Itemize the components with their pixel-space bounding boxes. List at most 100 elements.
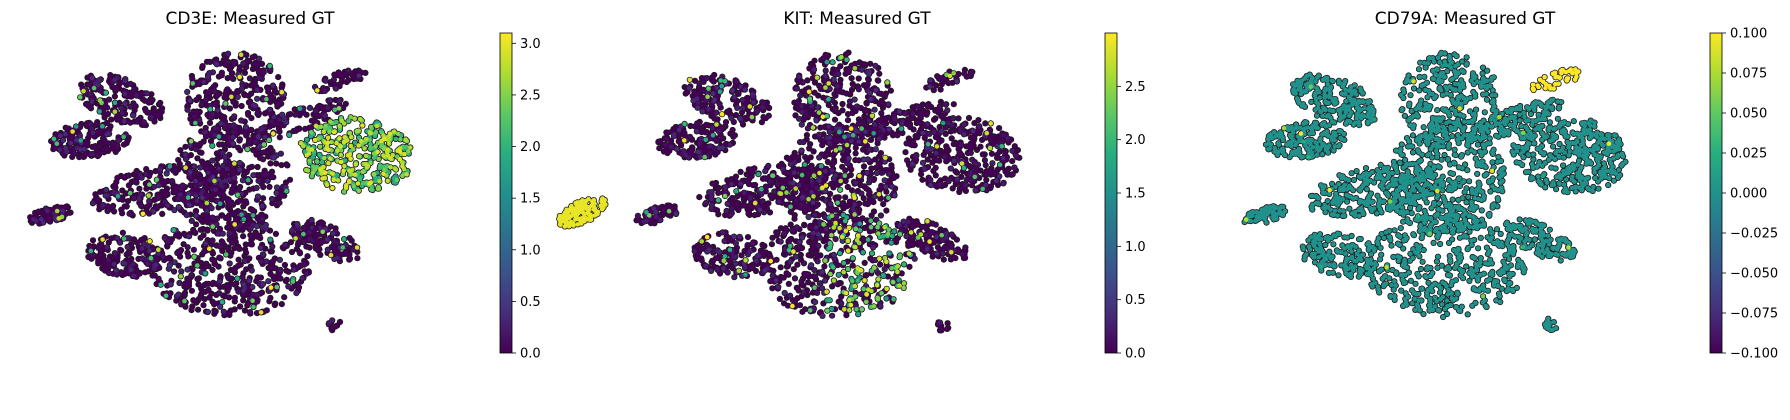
data-point <box>335 250 340 256</box>
data-point <box>139 246 145 251</box>
data-point <box>346 68 351 73</box>
data-point <box>368 145 374 151</box>
data-point <box>304 271 309 276</box>
data-point <box>277 117 282 122</box>
data-point <box>349 238 355 243</box>
data-point <box>193 193 199 198</box>
data-point <box>193 147 199 152</box>
data-point <box>186 281 192 286</box>
data-point <box>172 260 177 265</box>
data-point <box>189 307 194 313</box>
data-point <box>251 172 256 178</box>
data-point <box>251 133 256 139</box>
data-point <box>279 162 284 168</box>
data-point <box>137 186 142 191</box>
data-point <box>250 284 255 290</box>
data-point <box>377 163 383 168</box>
data-point <box>112 100 118 105</box>
data-point <box>110 203 116 209</box>
data-point <box>281 294 287 300</box>
data-point <box>177 280 182 286</box>
data-point <box>275 74 281 80</box>
data-point <box>205 228 210 233</box>
data-point <box>223 178 228 183</box>
data-point <box>332 324 338 330</box>
data-point <box>77 147 83 152</box>
data-point <box>216 166 222 171</box>
data-point <box>104 132 109 137</box>
data-point <box>191 247 197 253</box>
data-point <box>271 274 276 279</box>
data-point <box>226 276 232 281</box>
data-point <box>115 138 121 143</box>
data-point <box>214 216 220 221</box>
data-point <box>63 145 68 151</box>
data-point <box>243 267 249 272</box>
data-point <box>249 242 255 247</box>
data-point <box>260 157 266 162</box>
data-point <box>172 207 177 213</box>
data-point <box>393 136 399 142</box>
data-point <box>157 100 163 106</box>
data-point <box>153 168 158 174</box>
data-point <box>188 142 193 148</box>
data-point <box>90 144 95 150</box>
data-point <box>255 164 260 170</box>
data-point <box>350 247 356 252</box>
data-point <box>47 218 52 224</box>
data-point <box>89 99 95 105</box>
data-point <box>274 190 279 196</box>
data-point <box>278 267 283 273</box>
data-point <box>318 225 323 231</box>
data-point <box>104 147 110 152</box>
data-point <box>113 185 118 190</box>
data-point <box>243 242 249 247</box>
data-point <box>165 203 171 208</box>
data-point <box>127 211 132 217</box>
data-point <box>199 103 204 108</box>
data-point <box>158 115 163 121</box>
data-point <box>373 178 378 184</box>
data-point <box>266 278 271 284</box>
data-point <box>249 237 254 243</box>
data-point <box>200 195 205 201</box>
data-point <box>255 297 260 303</box>
data-point <box>58 133 63 139</box>
data-point <box>208 89 213 94</box>
data-point <box>226 152 232 158</box>
data-point <box>195 298 201 303</box>
data-point <box>191 297 196 303</box>
data-point <box>212 311 217 317</box>
data-point <box>246 59 252 64</box>
data-point <box>88 106 94 111</box>
data-point <box>305 253 310 259</box>
data-point <box>220 150 225 156</box>
data-point <box>193 178 198 184</box>
data-point <box>219 70 225 75</box>
data-point <box>97 109 102 114</box>
data-point <box>332 107 338 113</box>
data-point <box>121 236 127 241</box>
data-point <box>278 151 284 156</box>
data-point <box>269 119 275 124</box>
data-point <box>164 186 170 191</box>
data-point <box>91 85 97 91</box>
data-point <box>187 98 193 103</box>
data-point <box>72 151 77 157</box>
data-point <box>250 66 256 72</box>
data-point <box>237 64 243 70</box>
data-point <box>259 290 265 295</box>
data-point <box>140 91 145 96</box>
data-point <box>165 256 171 261</box>
data-point <box>291 267 297 272</box>
data-point <box>117 240 123 245</box>
data-point <box>237 160 242 166</box>
data-point <box>294 126 300 132</box>
data-point <box>255 275 260 280</box>
data-point <box>251 304 256 310</box>
data-point <box>263 172 268 178</box>
data-point <box>241 217 247 222</box>
data-point <box>242 92 247 98</box>
data-point <box>373 129 379 135</box>
data-point <box>273 197 279 202</box>
